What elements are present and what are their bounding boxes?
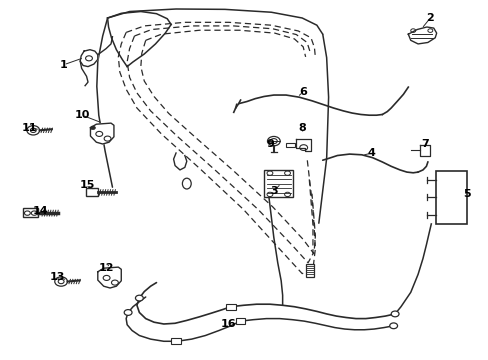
Bar	[285, 143, 294, 147]
Circle shape	[390, 311, 398, 317]
Bar	[435, 171, 466, 224]
Bar	[305, 264, 314, 277]
Polygon shape	[407, 27, 436, 44]
Polygon shape	[295, 139, 311, 151]
Text: 2: 2	[426, 13, 433, 23]
Circle shape	[135, 295, 143, 301]
Text: 7: 7	[421, 139, 428, 149]
Text: 3: 3	[269, 186, 277, 196]
Text: 15: 15	[79, 180, 95, 190]
Circle shape	[267, 136, 280, 146]
Text: 11: 11	[21, 123, 37, 133]
Bar	[171, 338, 181, 344]
Text: 16: 16	[221, 319, 236, 329]
Text: 13: 13	[50, 272, 65, 282]
Circle shape	[90, 126, 95, 130]
Text: 12: 12	[99, 263, 114, 273]
Text: 14: 14	[32, 206, 48, 216]
Bar	[23, 208, 38, 217]
Polygon shape	[90, 123, 114, 144]
Polygon shape	[419, 145, 429, 156]
Bar	[225, 304, 235, 310]
Text: 10: 10	[74, 110, 90, 120]
FancyBboxPatch shape	[264, 170, 293, 197]
Circle shape	[55, 277, 67, 286]
Circle shape	[27, 126, 40, 135]
Text: 8: 8	[298, 123, 305, 133]
Bar	[85, 188, 98, 196]
Text: 1: 1	[60, 60, 67, 70]
Text: 6: 6	[299, 87, 306, 97]
Circle shape	[124, 310, 132, 315]
Text: 9: 9	[265, 139, 273, 149]
Text: 4: 4	[367, 148, 375, 158]
Circle shape	[389, 323, 397, 329]
Polygon shape	[80, 50, 98, 67]
Text: 5: 5	[462, 189, 470, 199]
Polygon shape	[98, 267, 121, 288]
Bar	[235, 318, 245, 324]
